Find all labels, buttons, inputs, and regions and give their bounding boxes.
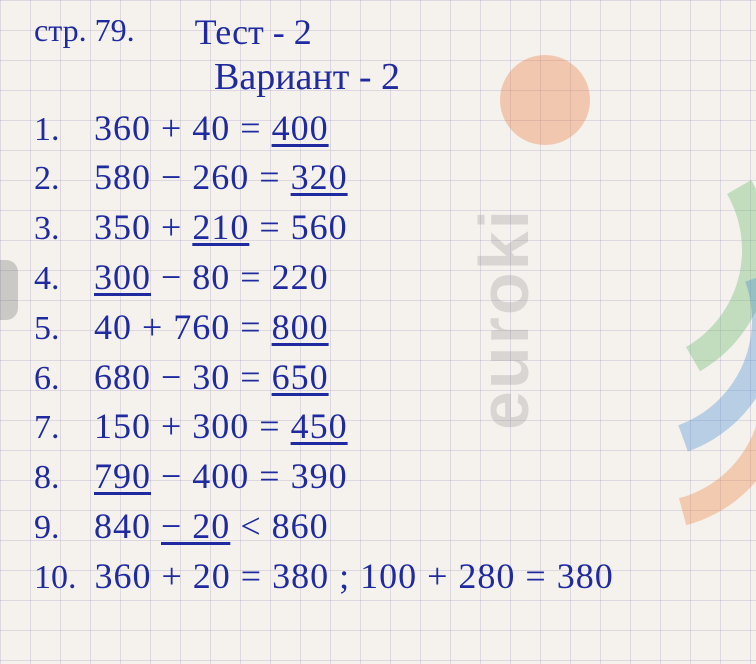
problem-row: 4. 300 − 80 = 220 [34, 259, 736, 297]
problem-expression: 350 + 210 = 560 [94, 209, 348, 247]
problem-row: 9. 840 − 20 < 860 [34, 508, 736, 546]
problem-index: 3. [34, 211, 76, 247]
problem-expression: 360 + 20 = 380 ; 100 + 280 = 380 [95, 558, 614, 596]
answer-underline: − 20 [161, 506, 230, 546]
answer-underline: 790 [94, 456, 151, 496]
answer-underline: 300 [94, 257, 151, 297]
problem-index: 4. [34, 261, 76, 297]
problem-list: 1. 360 + 40 = 400 2. 580 − 260 = 320 3. 350 +… [34, 110, 736, 596]
problem-index: 9. [34, 510, 76, 546]
problem-index: 8. [34, 460, 76, 496]
problem-row: 6. 680 − 30 = 650 [34, 359, 736, 397]
problem-index: 5. [34, 311, 76, 347]
problem-row: 1. 360 + 40 = 400 [34, 110, 736, 148]
problem-expression: 790 − 400 = 390 [94, 458, 348, 496]
answer-underline: 210 [192, 207, 249, 247]
problem-row: 3. 350 + 210 = 560 [34, 209, 736, 247]
answer-underline: 800 [272, 307, 329, 347]
answer-underline: 400 [272, 108, 329, 148]
answer-underline: 450 [291, 406, 348, 446]
problem-expression: 360 + 40 = 400 [94, 110, 329, 148]
problem-expression: 680 − 30 = 650 [94, 359, 329, 397]
test-title: Тест - 2 [195, 14, 312, 52]
problem-row: 8. 790 − 400 = 390 [34, 458, 736, 496]
problem-expression: 40 + 760 = 800 [94, 309, 329, 347]
problem-index: 7. [34, 410, 76, 446]
answer-underline: 320 [291, 157, 348, 197]
page-reference: стр. 79. [34, 14, 135, 52]
problem-index: 10. [34, 560, 77, 596]
problem-expression: 840 − 20 < 860 [94, 508, 329, 546]
problem-expression: 150 + 300 = 450 [94, 408, 348, 446]
problem-row: 5. 40 + 760 = 800 [34, 309, 736, 347]
handwriting-layer: стр. 79. Тест - 2 Вариант - 2 1. 360 + 40… [0, 0, 756, 606]
problem-expression: 580 − 260 = 320 [94, 159, 348, 197]
problem-index: 6. [34, 361, 76, 397]
problem-row: 2. 580 − 260 = 320 [34, 159, 736, 197]
problem-index: 1. [34, 112, 76, 148]
answer-underline: 650 [272, 357, 329, 397]
problem-index: 2. [34, 161, 76, 197]
problem-row: 10. 360 + 20 = 380 ; 100 + 280 = 380 [34, 558, 736, 596]
problem-expression: 300 − 80 = 220 [94, 259, 329, 297]
problem-row: 7. 150 + 300 = 450 [34, 408, 736, 446]
variant-subtitle: Вариант - 2 [214, 58, 736, 98]
